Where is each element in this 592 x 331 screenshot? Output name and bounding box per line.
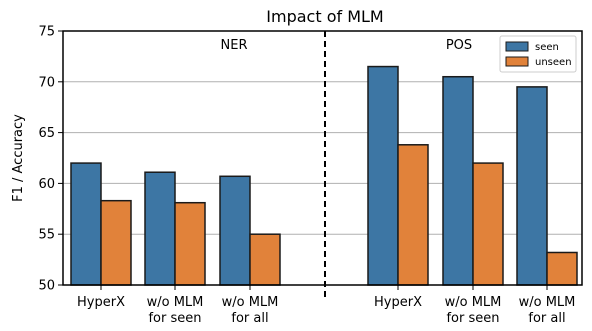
legend-label-unseen: unseen	[535, 57, 572, 68]
bar-ner-seen	[70, 162, 102, 286]
y-tick-label: 55	[38, 228, 55, 243]
x-tick-label-line: w/o MLM	[519, 295, 576, 310]
bar-ner-unseen	[100, 199, 132, 286]
legend-label-seen: seen	[535, 42, 559, 53]
x-tick-label: w/o MLM for seen	[147, 295, 204, 326]
x-tick-label: HyperX	[374, 295, 422, 310]
x-tick-label-line: for all	[528, 311, 565, 326]
x-tick-label-line: w/o MLM	[445, 295, 502, 310]
y-tick-label: 60	[38, 177, 55, 192]
panel-label-pos: POS	[446, 38, 472, 53]
x-tick-label-line: for seen	[446, 311, 499, 326]
legend-swatch-unseen	[505, 56, 529, 67]
bar-pos-unseen	[546, 251, 578, 286]
legend-swatch-seen	[505, 41, 529, 52]
bar-ner-unseen	[174, 201, 206, 286]
y-tick-label: 75	[38, 25, 55, 40]
x-tick-label-line: w/o MLM	[222, 295, 279, 310]
bar-pos-seen	[516, 86, 548, 286]
y-tick-label: 50	[38, 279, 55, 294]
x-tick-label: w/o MLM for all	[222, 295, 279, 326]
bar-ner-seen	[144, 171, 176, 286]
plot-frame	[62, 30, 583, 300]
x-tick-label-line: w/o MLM	[147, 295, 204, 310]
bar-pos-seen	[367, 65, 399, 286]
legend: seen unseen	[499, 35, 577, 73]
bar-ner-seen	[219, 175, 251, 286]
x-tick-label: w/o MLM for seen	[445, 295, 502, 326]
plot-border	[62, 30, 583, 286]
y-tick-label: 65	[38, 126, 55, 141]
chart-title: Impact of MLM	[266, 7, 383, 26]
x-tick-label: HyperX	[77, 295, 125, 310]
bar-pos-seen	[442, 75, 474, 286]
y-tick-label: 70	[38, 75, 55, 90]
x-tick-label-line: HyperX	[374, 295, 422, 310]
x-tick-label-line: for all	[231, 311, 268, 326]
x-tick-label: w/o MLM for all	[519, 295, 576, 326]
bar-pos-unseen	[472, 162, 504, 286]
x-tick-label-line: HyperX	[77, 295, 125, 310]
x-tick-label-line: for seen	[148, 311, 201, 326]
gridlines	[63, 81, 582, 235]
bar-ner-unseen	[249, 233, 281, 286]
bar-pos-unseen	[397, 144, 429, 286]
y-axis-label: F1 / Accuracy	[11, 114, 26, 202]
panel-label-ner: NER	[221, 38, 248, 53]
